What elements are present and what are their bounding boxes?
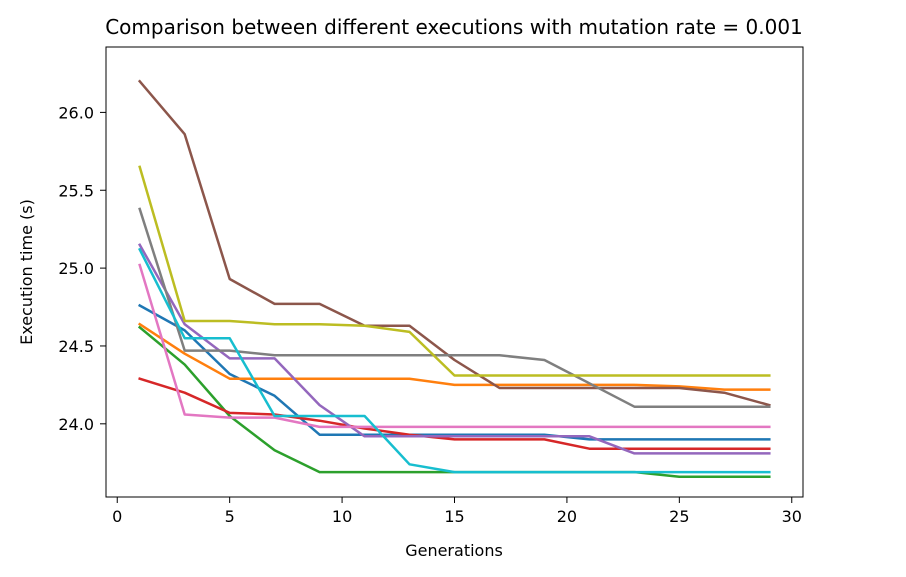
series-line-7 (138, 263, 771, 429)
plot-area (106, 47, 803, 497)
x-tick-label: 25 (669, 507, 689, 526)
series-line-9 (138, 165, 771, 377)
series-line-4 (138, 377, 771, 450)
y-tick-label: 25.5 (58, 181, 94, 200)
y-tick-label: 24.5 (58, 337, 94, 356)
series-line-10 (138, 247, 771, 474)
x-tick-label: 30 (782, 507, 802, 526)
x-tick-label: 15 (444, 507, 464, 526)
x-tick-label: 5 (225, 507, 235, 526)
series-line-6 (137, 79, 771, 407)
x-tick-label: 0 (112, 507, 122, 526)
x-axis: 0 5 10 15 20 25 30 (112, 497, 802, 526)
series-line-2 (137, 322, 771, 391)
series-line-1 (138, 303, 771, 441)
y-axis: 24.0 24.5 25.0 25.5 26.0 (58, 103, 106, 434)
y-axis-label: Execution time (s) (17, 199, 36, 345)
y-tick-label: 26.0 (58, 103, 94, 122)
series-line-8 (138, 207, 771, 408)
y-tick-label: 24.0 (58, 415, 94, 434)
x-tick-label: 10 (332, 507, 352, 526)
y-tick-label: 25.0 (58, 259, 94, 278)
x-axis-label: Generations (405, 541, 503, 560)
x-tick-label: 20 (557, 507, 577, 526)
chart-title: Comparison between different executions … (105, 15, 803, 39)
series-layer (137, 79, 771, 479)
series-line-5 (137, 243, 771, 455)
